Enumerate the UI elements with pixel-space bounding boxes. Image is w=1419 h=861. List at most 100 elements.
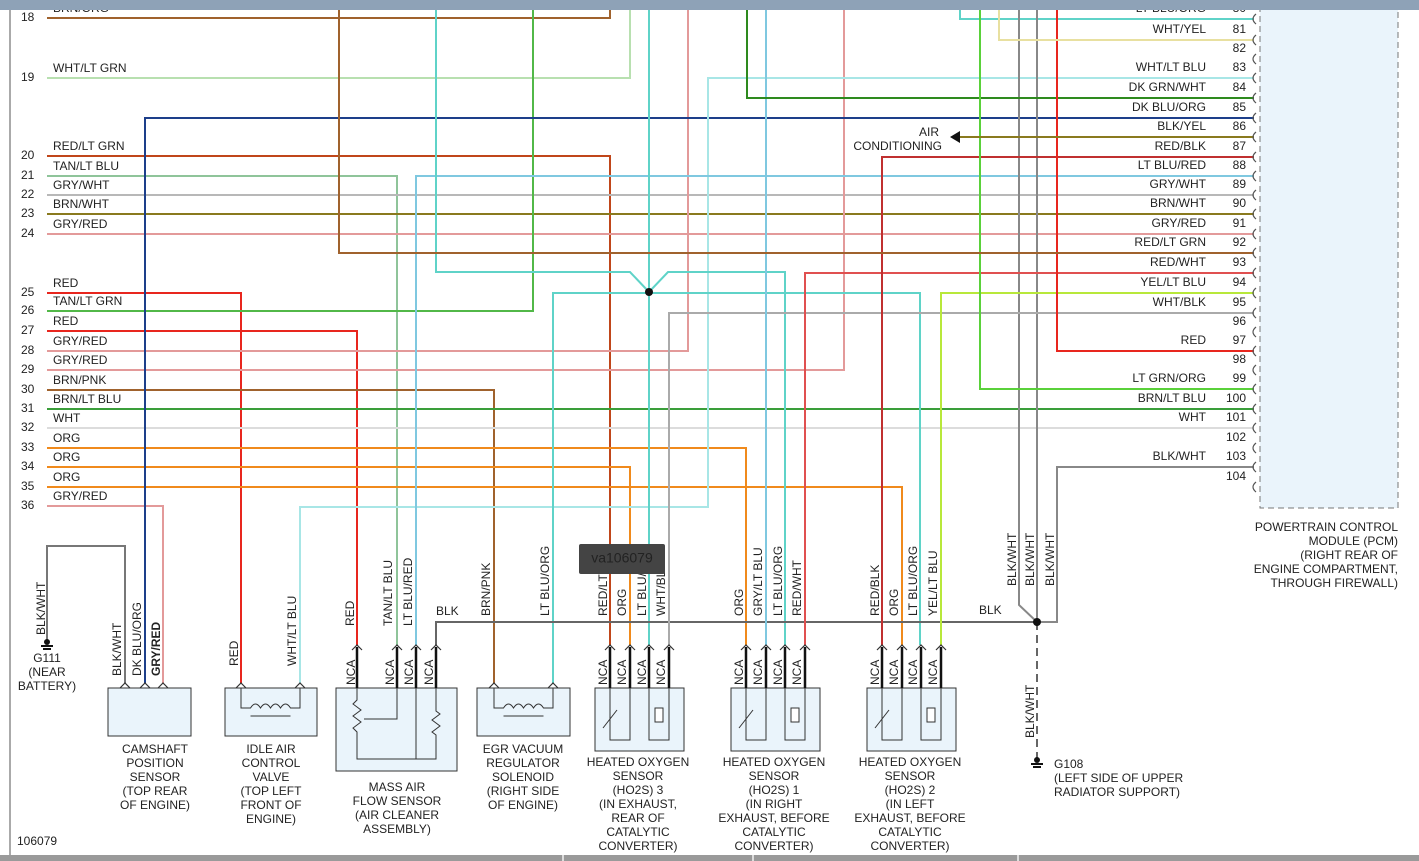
heater-coil (926, 707, 936, 723)
wire-label: BLK/WHT (1153, 449, 1207, 463)
sensor-arrow (874, 709, 890, 729)
splice (645, 288, 653, 296)
heater-coil (654, 707, 664, 723)
pin-number: 34 (21, 459, 35, 473)
pin-wire-label: GRY/RED (149, 621, 163, 676)
pin-number: 84 (1233, 80, 1247, 94)
wire (47, 505, 164, 683)
pin-number: 102 (1226, 430, 1246, 444)
pcm-label: THROUGH FIREWALL) (1270, 576, 1398, 590)
wire-label: GRY/RED (53, 334, 108, 348)
pin-number: 23 (21, 206, 35, 220)
wire-label: TAN/LT GRN (53, 294, 122, 308)
component-name: SENSOR (749, 769, 800, 783)
component-box (866, 687, 957, 752)
pin-number: 35 (21, 479, 35, 493)
nca-label: NCA (926, 660, 940, 685)
heater (648, 688, 670, 741)
coil (240, 688, 301, 709)
nca-label: NCA (790, 660, 804, 685)
pin-wire-label: ORG (732, 589, 746, 616)
component-name: (TOP REAR (123, 784, 188, 798)
component-name: CAMSHAFT (122, 742, 189, 756)
connector-hook (1252, 383, 1257, 395)
pin-wire-label: LT BLU/ORG (906, 546, 920, 616)
wire (940, 292, 1254, 645)
component-name: CONVERTER) (734, 839, 813, 853)
connector-hook (1252, 208, 1257, 220)
coil (493, 688, 554, 709)
connector (779, 644, 791, 651)
wire-label: GRY/RED (53, 489, 108, 503)
connector (139, 682, 151, 689)
component-name: CATALYTIC (606, 825, 670, 839)
connector-hook (1252, 267, 1257, 279)
wire (47, 10, 534, 312)
pin-number: 83 (1233, 60, 1247, 74)
component-name: SENSOR (130, 770, 181, 784)
wire (47, 10, 689, 352)
pin-wire-label: WHT/BLK (654, 563, 668, 616)
wire (1018, 10, 1038, 623)
pin-wire-label: ORG (887, 589, 901, 616)
nca-label: NCA (732, 660, 746, 685)
wire-label: ORG (53, 450, 80, 464)
pin-number: 96 (1233, 314, 1247, 328)
wire-label: WHT/LT BLU (1136, 60, 1206, 74)
wire-label: DK BLU/ORG (1132, 100, 1206, 114)
component-name: SENSOR (885, 769, 936, 783)
splice-label: BLK/WHT (1005, 532, 1019, 586)
component-name: (IN RIGHT (746, 797, 803, 811)
connector-hook (1252, 170, 1257, 182)
connector-hook (1252, 53, 1257, 65)
connector-hook (1252, 112, 1257, 124)
pin-number: 36 (21, 498, 35, 512)
connector-hook (1252, 403, 1257, 415)
ground-wire-label: BLK/WHT (34, 581, 48, 635)
pcm-label: (RIGHT REAR OF (1300, 548, 1398, 562)
connector-hook (1252, 247, 1257, 259)
wire (998, 10, 1254, 41)
pcm-label: POWERTRAIN CONTROL (1255, 520, 1398, 534)
wire-label: BRN/WHT (53, 197, 110, 211)
pin-number: 32 (21, 420, 35, 434)
connector-hook (1252, 326, 1257, 338)
nca-label: NCA (868, 660, 882, 685)
component-name: IDLE AIR (246, 742, 296, 756)
nca-label: NCA (887, 660, 901, 685)
pin-number: 29 (21, 362, 35, 376)
pin-number: 88 (1233, 158, 1247, 172)
wire (1056, 10, 1254, 352)
ground-label: (LEFT SIDE OF UPPER (1054, 771, 1183, 785)
connector (235, 682, 247, 689)
wire (1037, 466, 1254, 623)
connector-hook (1252, 228, 1257, 240)
component-name: FRONT OF (240, 798, 301, 812)
component-box (224, 687, 318, 737)
wire (435, 10, 650, 293)
component-name: SOLENOID (492, 770, 554, 784)
sensor-element (609, 688, 631, 741)
component-name: FLOW SENSOR (353, 794, 442, 808)
wire (47, 330, 358, 645)
wire-label: ORG (53, 431, 80, 445)
pin-number: 100 (1226, 391, 1246, 405)
connector (935, 644, 947, 651)
heater (920, 688, 942, 741)
pin-wire-label: LT BLU/ORG (771, 546, 785, 616)
component-box (107, 687, 192, 737)
wire (47, 486, 903, 645)
splice-label: BLK/WHT (1023, 532, 1037, 586)
wire (881, 156, 1254, 645)
wire-label: BRN/LT BLU (53, 392, 121, 406)
wire-label: LT BLU/RED (1138, 158, 1207, 172)
component-name: MASS AIR (369, 780, 426, 794)
wire (144, 117, 1254, 683)
wire-label: RED/LT GRN (53, 139, 125, 153)
wire-label: RED/WHT (1150, 255, 1207, 269)
maf-element (352, 688, 441, 760)
connector (391, 644, 403, 651)
connector-hook (1252, 131, 1257, 143)
wire-label: LT GRN/ORG (1132, 371, 1206, 385)
